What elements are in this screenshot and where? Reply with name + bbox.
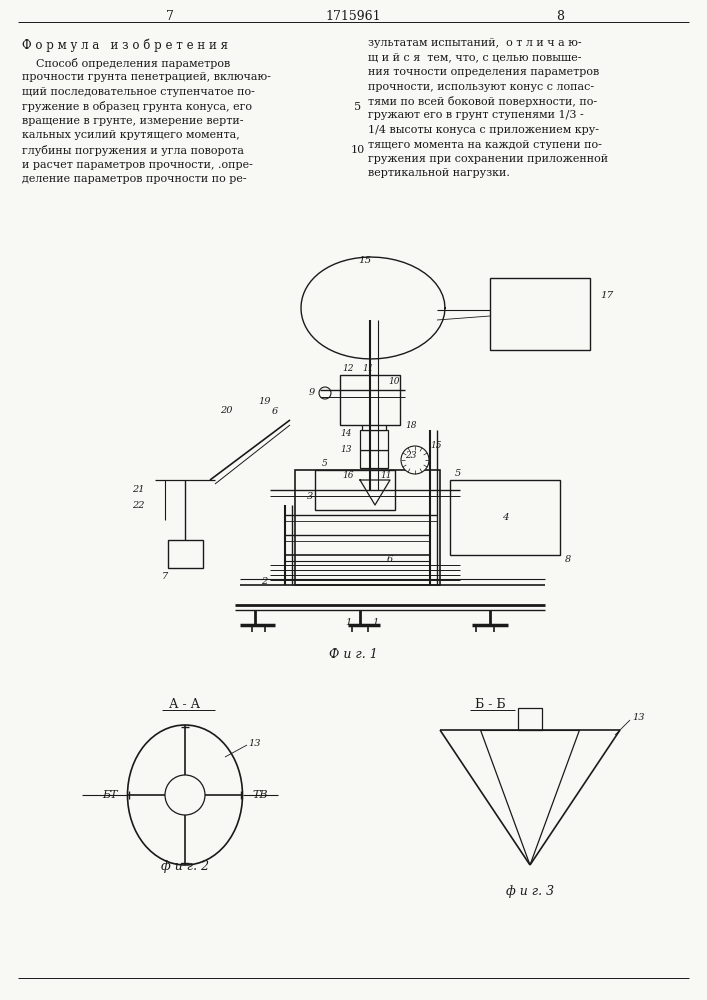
Circle shape [401, 446, 429, 474]
Text: 10: 10 [351, 145, 365, 155]
Text: 7: 7 [162, 572, 168, 581]
Text: гружают его в грунт ступенями 1/3 -: гружают его в грунт ступенями 1/3 - [368, 110, 584, 120]
Text: Ф и г. 1: Ф и г. 1 [329, 648, 378, 661]
Text: прочности грунта пенетрацией, включаю-: прочности грунта пенетрацией, включаю- [22, 73, 271, 83]
Circle shape [165, 775, 205, 815]
Text: 8: 8 [556, 9, 564, 22]
Text: гружения при сохранении приложенной: гружения при сохранении приложенной [368, 154, 608, 164]
Text: 13: 13 [341, 446, 352, 454]
Text: 19: 19 [258, 397, 271, 406]
Text: 15: 15 [430, 440, 441, 450]
Text: БТ: БТ [103, 790, 118, 800]
Text: 17: 17 [600, 290, 613, 300]
Text: ТВ: ТВ [252, 790, 268, 800]
Text: 21: 21 [132, 486, 145, 494]
Bar [450, 480, 560, 555]
Text: 15: 15 [358, 256, 372, 265]
Text: вертикальной нагрузки.: вертикальной нагрузки. [368, 168, 510, 178]
Text: зультатам испытаний,  о т л и ч а ю-: зультатам испытаний, о т л и ч а ю- [368, 38, 582, 48]
Text: тями по всей боковой поверхности, по-: тями по всей боковой поверхности, по- [368, 96, 597, 107]
Text: 13: 13 [632, 714, 645, 722]
Text: 3: 3 [307, 492, 313, 501]
Text: А - А: А - А [170, 698, 201, 711]
Text: Способ определения параметров: Способ определения параметров [22, 58, 230, 69]
Bar [362, 415, 386, 430]
Text: 9: 9 [309, 388, 315, 397]
Text: ф и г. 3: ф и г. 3 [506, 885, 554, 898]
Text: 6: 6 [272, 407, 279, 416]
Bar [315, 470, 395, 510]
Text: 14: 14 [341, 428, 352, 438]
Bar [490, 278, 590, 350]
Text: гружение в образец грунта конуса, его: гружение в образец грунта конуса, его [22, 102, 252, 112]
Bar [360, 450, 388, 468]
Bar [518, 708, 542, 730]
Text: вращение в грунте, измерение верти-: вращение в грунте, измерение верти- [22, 116, 243, 126]
Text: 12: 12 [342, 364, 354, 373]
Text: 8: 8 [565, 556, 571, 564]
Bar [360, 430, 388, 450]
Text: ния точности определения параметров: ния точности определения параметров [368, 67, 600, 77]
Text: тящего момента на каждой ступени по-: тящего момента на каждой ступени по- [368, 139, 602, 149]
Text: 1: 1 [372, 618, 378, 627]
Text: 23: 23 [405, 450, 416, 460]
Text: 5: 5 [455, 469, 461, 478]
Text: кальных усилий крутящего момента,: кальных усилий крутящего момента, [22, 130, 240, 140]
Ellipse shape [127, 725, 243, 865]
Text: и расчет параметров прочности, .опре-: и расчет параметров прочности, .опре- [22, 159, 253, 169]
Text: 18: 18 [405, 420, 416, 430]
Text: 5: 5 [354, 102, 361, 111]
Text: Б - Б: Б - Б [474, 698, 506, 711]
Text: Ф о р м у л а   и з о б р е т е н и я: Ф о р м у л а и з о б р е т е н и я [22, 38, 228, 51]
Text: 1: 1 [345, 618, 351, 627]
Circle shape [319, 387, 331, 399]
Text: 1/4 высоты конуса с приложением кру-: 1/4 высоты конуса с приложением кру- [368, 125, 599, 135]
Text: прочности, используют конус с лопас-: прочности, используют конус с лопас- [368, 82, 594, 92]
Text: щий последовательное ступенчатое по-: щий последовательное ступенчатое по- [22, 87, 255, 97]
Text: 7: 7 [166, 9, 174, 22]
Text: 16: 16 [342, 472, 354, 481]
Text: глубины погружения и угла поворота: глубины погружения и угла поворота [22, 145, 244, 156]
Text: деление параметров прочности по ре-: деление параметров прочности по ре- [22, 174, 247, 184]
Text: 5: 5 [322, 459, 328, 468]
Bar [340, 375, 400, 425]
Bar [168, 540, 203, 568]
Text: 20: 20 [220, 406, 233, 415]
Text: 22: 22 [132, 500, 145, 510]
Text: ф и г. 2: ф и г. 2 [161, 860, 209, 873]
Text: щ и й с я  тем, что, с целью повыше-: щ и й с я тем, что, с целью повыше- [368, 52, 581, 62]
Text: 4: 4 [502, 512, 508, 522]
Text: 13: 13 [248, 738, 260, 748]
Text: 11: 11 [380, 472, 392, 481]
Text: 10: 10 [388, 377, 399, 386]
Text: 11: 11 [362, 364, 374, 373]
Text: 1715961: 1715961 [325, 9, 381, 22]
Text: 6: 6 [387, 556, 393, 564]
Bar [295, 470, 440, 585]
Text: 2: 2 [261, 576, 267, 585]
